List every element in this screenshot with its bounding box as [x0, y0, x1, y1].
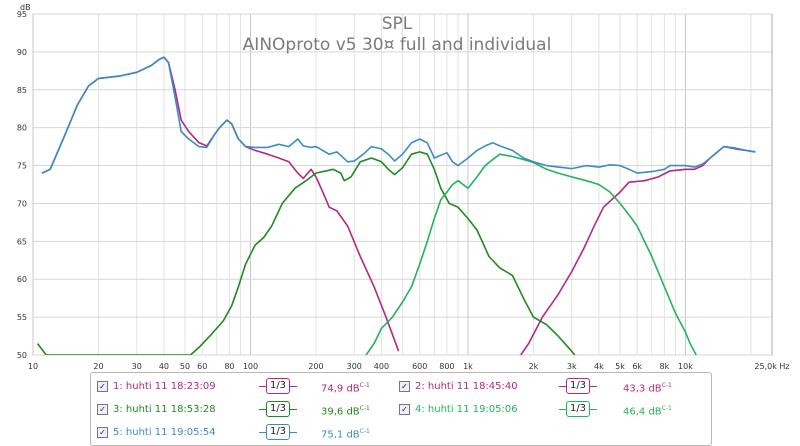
legend-item-3[interactable]: ✓ 3: huhti 11 18:53:28	[97, 400, 216, 418]
x-tick-label: 800	[439, 362, 454, 371]
y-tick-label: 80	[17, 124, 27, 133]
legend: ✓ 1: huhti 11 18:23:09 1/3 74,9 dBC-1 ✓ …	[90, 372, 712, 446]
y-tick-label: 65	[17, 237, 27, 246]
x-tick-label: 200	[308, 362, 323, 371]
x-tick-label: 30	[132, 362, 142, 371]
smoothing-label-1: 1/3	[266, 378, 290, 394]
y-tick-label: 90	[17, 48, 27, 57]
x-tick-label: 5k	[615, 362, 625, 371]
x-tick-label: 1k	[463, 362, 473, 371]
x-tick-label: 400	[374, 362, 389, 371]
checkbox-icon[interactable]: ✓	[97, 380, 108, 392]
x-tick-label: 8k	[660, 362, 670, 371]
x-tick-label: 300	[347, 362, 362, 371]
x-tick-label: 6k	[632, 362, 642, 371]
x-tick-label: 80	[224, 362, 234, 371]
y-tick-label: 95	[17, 10, 27, 19]
checkbox-icon[interactable]: ✓	[97, 403, 108, 415]
legend-label-4: 4: huhti 11 19:05:06	[415, 403, 518, 415]
smoothing-button-5[interactable]: 1/3	[259, 423, 297, 441]
smoothing-button-4[interactable]: 1/3	[559, 400, 597, 418]
grid	[32, 13, 772, 356]
legend-level-4: 46,4 dBC-1	[623, 405, 672, 418]
x-tick-label: 25,0k Hz	[754, 362, 789, 371]
smoothing-button-2[interactable]: 1/3	[559, 377, 597, 395]
series-lines	[36, 56, 756, 355]
x-axis-ticks: 10 20 30 40 50 60 80 100 200 300 400 600 800 1k 2k 3k 4k…	[28, 362, 790, 371]
smoothing-label-2: 1/3	[566, 378, 590, 394]
legend-level-3: 39,6 dBC-1	[321, 405, 370, 418]
y-tick-label: 70	[17, 199, 27, 208]
legend-label-5: 5: huhti 11 19:05:54	[113, 426, 216, 438]
x-tick-label: 3k	[567, 362, 577, 371]
chart-subtitle: AINOproto v5 30¤ full and individual	[243, 35, 552, 55]
y-tick-label: 55	[17, 313, 27, 322]
legend-item-5[interactable]: ✓ 5: huhti 11 19:05:54	[97, 423, 216, 441]
legend-label-2: 2: huhti 11 18:45:40	[415, 380, 518, 392]
x-tick-label: 10k	[678, 362, 693, 371]
x-tick-label: 4k	[594, 362, 604, 371]
legend-item-4[interactable]: ✓ 4: huhti 11 19:05:06	[399, 400, 518, 418]
checkbox-icon[interactable]: ✓	[97, 426, 108, 438]
legend-label-3: 3: huhti 11 18:53:28	[113, 403, 216, 415]
x-tick-label: 60	[197, 362, 207, 371]
smoothing-label-3: 1/3	[266, 401, 290, 417]
smoothing-label-5: 1/3	[266, 424, 290, 440]
x-tick-label: 2k	[529, 362, 539, 371]
legend-level-1: 74,9 dBC-1	[321, 382, 370, 395]
smoothing-button-3[interactable]: 1/3	[259, 400, 297, 418]
legend-item-2[interactable]: ✓ 2: huhti 11 18:45:40	[399, 377, 518, 395]
x-tick-label: 20	[93, 362, 103, 371]
x-tick-label: 40	[159, 362, 169, 371]
smoothing-label-4: 1/3	[566, 401, 590, 417]
smoothing-button-1[interactable]: 1/3	[259, 377, 297, 395]
x-tick-label: 600	[412, 362, 427, 371]
series-line-4	[365, 153, 697, 355]
y-tick-label: 60	[17, 275, 27, 284]
legend-label-1: 1: huhti 11 18:23:09	[113, 380, 216, 392]
checkbox-icon[interactable]: ✓	[399, 403, 410, 415]
y-axis-ticks: 50 55 60 65 70 75 80 85 90 95	[17, 10, 27, 360]
x-tick-label: 50	[180, 362, 190, 371]
series-line-5	[41, 56, 756, 174]
x-tick-label: 100	[243, 362, 258, 371]
series-line-3	[36, 151, 576, 355]
y-tick-label: 85	[17, 86, 27, 95]
y-tick-label: 50	[17, 351, 27, 360]
spl-chart: 10 20 30 40 50 60 80 100 200 300 400 600 800 1k 2k 3k 4k…	[17, 3, 790, 371]
legend-item-1[interactable]: ✓ 1: huhti 11 18:23:09	[97, 377, 216, 395]
y-axis-unit: dB	[20, 3, 31, 12]
checkbox-icon[interactable]: ✓	[399, 380, 410, 392]
legend-level-2: 43,3 dBC-1	[623, 382, 672, 395]
y-tick-label: 75	[17, 162, 27, 171]
x-tick-label: 10	[28, 362, 38, 371]
legend-level-5: 75,1 dBC-1	[321, 428, 370, 441]
chart-title: SPL	[382, 14, 413, 34]
